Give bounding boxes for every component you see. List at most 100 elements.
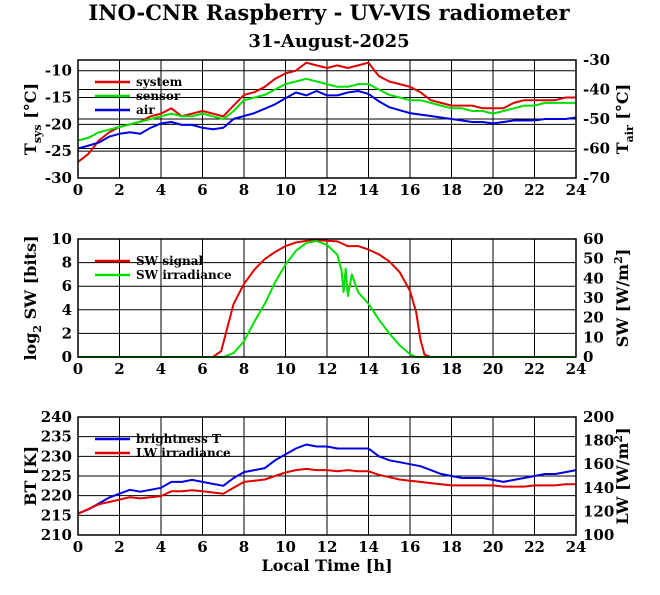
y-axis-label-right-main: SW [W/m (613, 264, 632, 347)
y-tick-label-right: 50 (583, 250, 604, 268)
chart-temperatures: 0 2 4 6 8 10 12 14 16 18 20 22 24-30-25-20-15-10-70-… (21, 51, 636, 199)
y-axis-label-left-main: log (21, 333, 40, 361)
y-tick-label-right: 200 (583, 408, 614, 426)
y-tick-label-right: 20 (583, 309, 604, 327)
y-axis-label-right-sup: 2 (612, 256, 625, 264)
x-tick-label: 4 (156, 538, 166, 556)
y-tick-label-right: 180 (583, 432, 614, 450)
legend-label: SW irradiance (136, 268, 232, 282)
x-tick-label: 12 (317, 538, 338, 556)
y-tick-label-left: 6 (62, 277, 72, 295)
legend-label: system (136, 75, 183, 89)
y-tick-label-left: -15 (45, 89, 72, 107)
chart-longwave: 0 2 4 6 8 10 12 14 16 18 20 22 242102152202252302352… (21, 408, 632, 575)
x-tick-label: 14 (358, 538, 379, 556)
y-axis-label-left: Tsys [°C] (21, 83, 44, 155)
series-line-system (77, 61, 576, 163)
y-tick-label-left: 10 (51, 230, 72, 248)
x-tick-label: 22 (524, 538, 545, 556)
y-tick-label-right: -30 (583, 51, 610, 69)
y-tick-label-right: 140 (583, 479, 614, 497)
y-tick-label-left: 210 (41, 526, 72, 544)
x-tick-label: 16 (400, 538, 421, 556)
y-tick-label-left: -10 (45, 62, 72, 80)
x-tick-label: 6 (197, 538, 207, 556)
x-tick-label: 18 (441, 181, 462, 199)
plot-frame (77, 59, 577, 179)
y-axis-label-left-main: T (21, 143, 40, 155)
x-tick-label: 0 (73, 538, 83, 556)
series-line-air (77, 90, 577, 150)
y-axis-label-left-sub: 2 (31, 325, 44, 333)
x-tick-label: 12 (317, 360, 338, 378)
y-axis-label-left: BT [K] (21, 446, 40, 506)
x-tick-label: 6 (197, 360, 207, 378)
series-line-lw-irradiance (77, 467, 576, 515)
x-tick-label: 6 (197, 181, 207, 199)
y-axis-label-left-main: BT [K] (21, 446, 40, 506)
x-tick-label: 16 (400, 181, 421, 199)
x-tick-label: 2 (114, 360, 124, 378)
legend-label: brightness T (136, 432, 221, 446)
y-tick-label-left: 225 (41, 467, 72, 485)
x-tick-label: 0 (73, 181, 83, 199)
plots-group: 0 2 4 6 8 10 12 14 16 18 20 22 24-30-25-20-15-10-70-… (21, 51, 636, 575)
x-tick-label: 24 (566, 360, 587, 378)
series-line-sw-signal (78, 239, 576, 358)
y-tick-label-left: 0 (62, 348, 72, 366)
x-axis-label: Local Time [h] (261, 556, 392, 575)
plot-frame (77, 238, 577, 358)
x-tick-label: 22 (524, 360, 545, 378)
y-tick-label-right: 160 (583, 455, 614, 473)
y-axis-label-right-unit: [°C] (613, 84, 632, 125)
x-tick-label: 16 (400, 360, 421, 378)
x-tick-label: 8 (239, 360, 249, 378)
y-axis-label-left-sub: sys (31, 124, 44, 143)
y-tick-label-left: 8 (62, 254, 72, 272)
y-axis-label-right-sub: air (623, 125, 636, 142)
y-tick-label-right: -70 (583, 169, 610, 187)
x-tick-label: 8 (239, 538, 249, 556)
y-tick-label-right: 40 (583, 269, 604, 287)
x-tick-label: 22 (524, 181, 545, 199)
x-tick-label: 24 (566, 538, 587, 556)
y-tick-label-left: -25 (45, 142, 72, 160)
y-tick-label-right: 0 (583, 348, 593, 366)
y-tick-label-left: 2 (62, 324, 72, 342)
y-axis-label-right: LW [W/m2] (612, 427, 632, 524)
x-tick-label: 14 (358, 181, 379, 199)
y-tick-label-right: -40 (583, 81, 610, 99)
y-tick-label-left: 240 (41, 408, 72, 426)
y-axis-label-right: SW [W/m2] (612, 249, 632, 348)
x-tick-label: 20 (483, 538, 504, 556)
y-tick-label-left: 4 (62, 301, 72, 319)
legend-label: sensor (136, 89, 181, 103)
x-tick-label: 12 (317, 181, 338, 199)
x-tick-label: 8 (239, 181, 249, 199)
x-tick-label: 10 (275, 538, 296, 556)
y-tick-label-right: -60 (583, 140, 610, 158)
y-axis-label-left-unit: SW [bits] (21, 235, 40, 324)
y-axis-label-right-main: LW [W/m (613, 443, 632, 525)
y-tick-label-right: 60 (583, 230, 604, 248)
x-tick-label: 10 (275, 360, 296, 378)
chart-shortwave: 0 2 4 6 8 10 12 14 16 18 20 22 240246810010203040506… (21, 230, 632, 378)
y-axis-label-right-unit: ] (613, 249, 632, 257)
y-axis-label-right-main: T (613, 142, 632, 154)
x-tick-label: 4 (156, 360, 166, 378)
y-tick-label-right: 10 (583, 328, 604, 346)
y-tick-label-right: -50 (583, 110, 610, 128)
legend-label: SW signal (136, 254, 204, 268)
y-tick-label-right: 30 (583, 289, 604, 307)
x-tick-label: 2 (114, 538, 124, 556)
y-tick-label-left: -20 (45, 115, 72, 133)
y-axis-label-left: log2 SW [bits] (21, 235, 44, 360)
x-tick-label: 14 (358, 360, 379, 378)
y-tick-label-left: 215 (41, 506, 72, 524)
y-tick-label-right: 100 (583, 526, 614, 544)
figure-title: INO-CNR Raspberry - UV-VIS radiometer (88, 0, 570, 25)
figure-subtitle: 31-August-2025 (248, 31, 409, 52)
legend-label: LW irradiance (136, 446, 231, 460)
y-axis-label-left-unit: [°C] (21, 83, 40, 124)
